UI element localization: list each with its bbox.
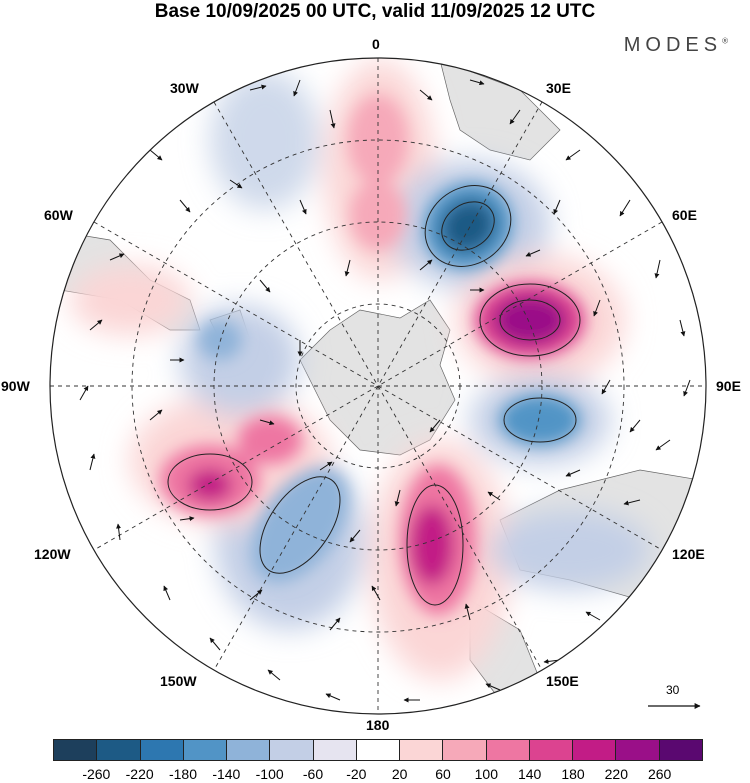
brand-mark: ® [722, 36, 728, 46]
lon-label-90e: 90E [716, 378, 741, 394]
colorbar-cell [140, 739, 184, 761]
colorbar-cell [270, 739, 314, 761]
colorbar-cell [486, 739, 530, 761]
colorbar-tick-label: -60 [302, 766, 324, 782]
lon-label-60e: 60E [672, 207, 697, 223]
colorbar-cell [573, 739, 617, 761]
lon-label-90w: 90W [1, 378, 30, 394]
lon-label-120w: 120W [34, 546, 71, 562]
brand-text: MODES [623, 34, 723, 56]
lon-label-150e: 150E [546, 673, 579, 689]
colorbar-tick-label: 140 [517, 766, 542, 782]
colorbar-tick-label: 260 [647, 766, 672, 782]
reference-vector-label: 30 [666, 683, 680, 697]
colorbar-cell [443, 739, 487, 761]
anomaly-field [70, 60, 650, 680]
colorbar-cell [97, 739, 141, 761]
modes-brand: MODES® [624, 34, 728, 57]
colorbar-cell [313, 739, 357, 761]
map-title: Base 10/09/2025 00 UTC, valid 11/09/2025… [154, 1, 596, 22]
colorbar-tick-label: -100 [255, 766, 284, 782]
lon-label-0: 0 [372, 36, 380, 52]
colorbar-cell [227, 739, 271, 761]
colorbar-tick-label: -140 [212, 766, 241, 782]
lon-label-30w: 30W [170, 80, 199, 96]
colorbar-tick-label: -260 [82, 766, 111, 782]
lon-label-150w: 150W [160, 673, 197, 689]
colorbar-cell [529, 739, 574, 761]
map-boundary [49, 57, 707, 715]
colorbar-tick-label: -20 [346, 766, 367, 782]
colorbar-cell [183, 739, 228, 761]
colorbar-cell [616, 739, 660, 761]
lon-label-30e: 30E [546, 80, 571, 96]
colorbar-tick-label: -180 [168, 766, 198, 782]
graticule [50, 58, 706, 714]
lon-label-180: 180 [366, 717, 390, 733]
colorbar-cell [400, 739, 444, 761]
colorbar [53, 739, 703, 761]
colorbar-cell [53, 739, 98, 761]
lon-label-120e: 120E [672, 546, 705, 562]
lon-label-60w: 60W [44, 207, 73, 223]
colorbar-tick-label: -220 [125, 766, 154, 782]
colorbar-tick-label: 20 [391, 766, 408, 782]
colorbar-cell [659, 739, 703, 761]
colorbar-tick-label: 220 [604, 766, 629, 782]
colorbar-cell [356, 739, 401, 761]
colorbar-tick-label: 60 [435, 766, 451, 782]
colorbar-tick-label: 180 [561, 766, 585, 782]
colorbar-tick-label: 100 [474, 766, 499, 782]
